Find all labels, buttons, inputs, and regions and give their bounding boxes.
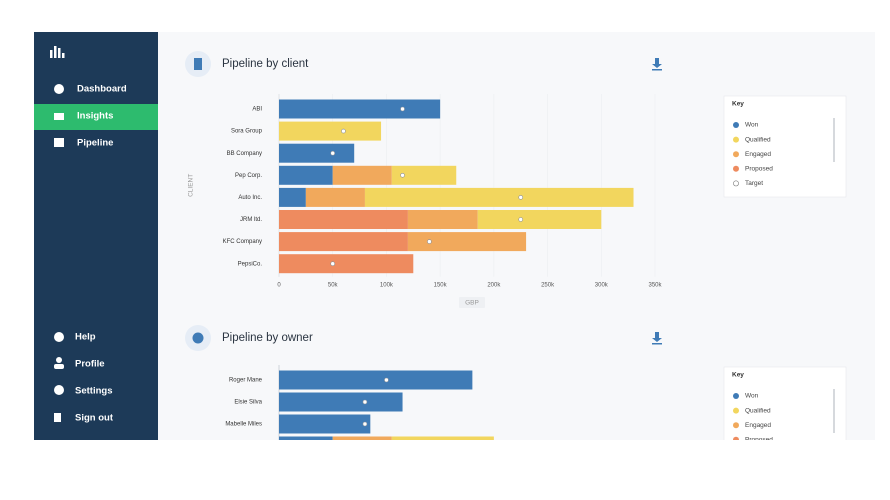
bar-segment[interactable] (279, 121, 382, 141)
section-title: Pipeline by owner (222, 332, 313, 344)
legend-title: Key (732, 101, 744, 108)
nav-icons (54, 84, 64, 422)
target-marker (341, 128, 346, 134)
target-marker (330, 150, 336, 156)
bar-segment[interactable] (279, 414, 371, 434)
bar-segment[interactable] (407, 210, 478, 229)
legend-swatch (733, 136, 739, 143)
target-marker (518, 217, 524, 222)
x-tick-label: 250k (541, 283, 555, 289)
nav-item[interactable]: Sign out (75, 413, 114, 424)
category-label: JRM ltd. (240, 217, 262, 223)
target-marker (362, 399, 368, 405)
bar-segment[interactable] (279, 210, 408, 229)
x-axis-title: GBP (465, 300, 479, 307)
category-label: Elsie Silva (234, 400, 262, 406)
legend-swatch (733, 180, 739, 187)
legend-swatch (733, 122, 739, 128)
category-label: Roger Mane (229, 378, 263, 384)
legend-scrollbar (833, 389, 835, 433)
category-label: KFC Company (223, 239, 262, 245)
legend-label[interactable]: Target (745, 180, 763, 187)
nav-item[interactable]: Pipeline (77, 138, 113, 149)
category-label: BB Company (227, 151, 262, 157)
legend-swatch (733, 165, 739, 172)
bar-segment[interactable] (332, 165, 392, 185)
target-marker (400, 173, 405, 178)
legend-box (723, 366, 847, 440)
bar-segment[interactable] (279, 370, 473, 390)
category-label: ABI (252, 107, 262, 113)
category-label: Sora Group (231, 129, 263, 135)
nav-item[interactable]: Profile (75, 359, 105, 370)
nav-item[interactable]: Dashboard (77, 84, 127, 95)
category-label: Auto Inc. (238, 195, 262, 201)
legend-scrollbar (833, 118, 835, 162)
target-marker (362, 421, 368, 427)
legend-swatch (733, 393, 739, 399)
bar-segment[interactable] (279, 143, 355, 163)
x-tick-label: 100k (380, 283, 394, 289)
bar-segment[interactable] (391, 436, 494, 456)
x-tick-label: 150k (434, 283, 448, 289)
download-button[interactable] (652, 58, 662, 71)
x-tick-label: 350k (648, 283, 662, 289)
x-tick-label: 50k (328, 283, 339, 289)
sidebar (34, 32, 158, 440)
target-marker (427, 239, 432, 244)
bar-segment[interactable] (391, 165, 457, 185)
category-label: Mabelle Miles (225, 422, 262, 428)
nav-item[interactable]: Settings (75, 386, 112, 397)
y-axis-title: CLIENT (188, 174, 195, 197)
legend-label[interactable]: Qualified (745, 136, 771, 143)
legend-swatch (733, 436, 739, 440)
legend-label[interactable]: Won (745, 393, 759, 400)
legend-swatch (733, 151, 739, 158)
bar-segment[interactable] (305, 187, 365, 207)
category-label: PepsiCo. (238, 261, 263, 267)
x-tick-label: 0 (277, 283, 281, 289)
legend-label[interactable]: Engaged (745, 151, 771, 158)
section-title: Pipeline by client (222, 58, 309, 70)
category-label: Pep Corp. (235, 173, 262, 179)
bar-segment[interactable] (407, 232, 527, 252)
legend-label[interactable]: Proposed (745, 166, 773, 173)
chart-section: Pipeline by client 0 50k 100k 150k 200k 250k 30… (188, 58, 847, 308)
bar-segment[interactable] (279, 99, 441, 119)
section-icons (185, 51, 662, 351)
bar-segment[interactable] (279, 254, 414, 274)
legend-title: Key (732, 372, 744, 379)
legend-swatch (733, 422, 739, 429)
bar-segment[interactable] (477, 210, 602, 229)
legend-box (723, 95, 847, 198)
legend-label[interactable]: Qualified (745, 407, 771, 414)
bar-segment[interactable] (279, 392, 403, 412)
legend-label[interactable]: Proposed (745, 437, 773, 444)
bar-segment[interactable] (279, 165, 333, 185)
target-marker (400, 106, 405, 112)
target-marker (330, 261, 336, 267)
chart-section: Pipeline by owner Roger Mane Elsie Silva Ma… (222, 332, 847, 456)
bar-segment[interactable] (279, 187, 306, 207)
target-marker (384, 377, 389, 383)
bar-segment[interactable] (279, 436, 333, 456)
target-marker (518, 195, 524, 200)
legend-label[interactable]: Won (745, 122, 759, 129)
x-tick-label: 200k (487, 283, 501, 289)
nav-item[interactable]: Insights (77, 111, 113, 122)
bar-segment[interactable] (279, 232, 408, 252)
legend-label[interactable]: Engaged (745, 422, 771, 429)
legend-swatch (733, 407, 739, 414)
nav-item[interactable]: Help (75, 332, 96, 343)
x-axis-title-bg (459, 297, 485, 308)
bar-segment[interactable] (364, 187, 634, 207)
x-tick-label: 300k (595, 283, 609, 289)
logo (50, 46, 65, 58)
download-button[interactable] (652, 332, 662, 345)
bar-segment[interactable] (332, 436, 392, 456)
